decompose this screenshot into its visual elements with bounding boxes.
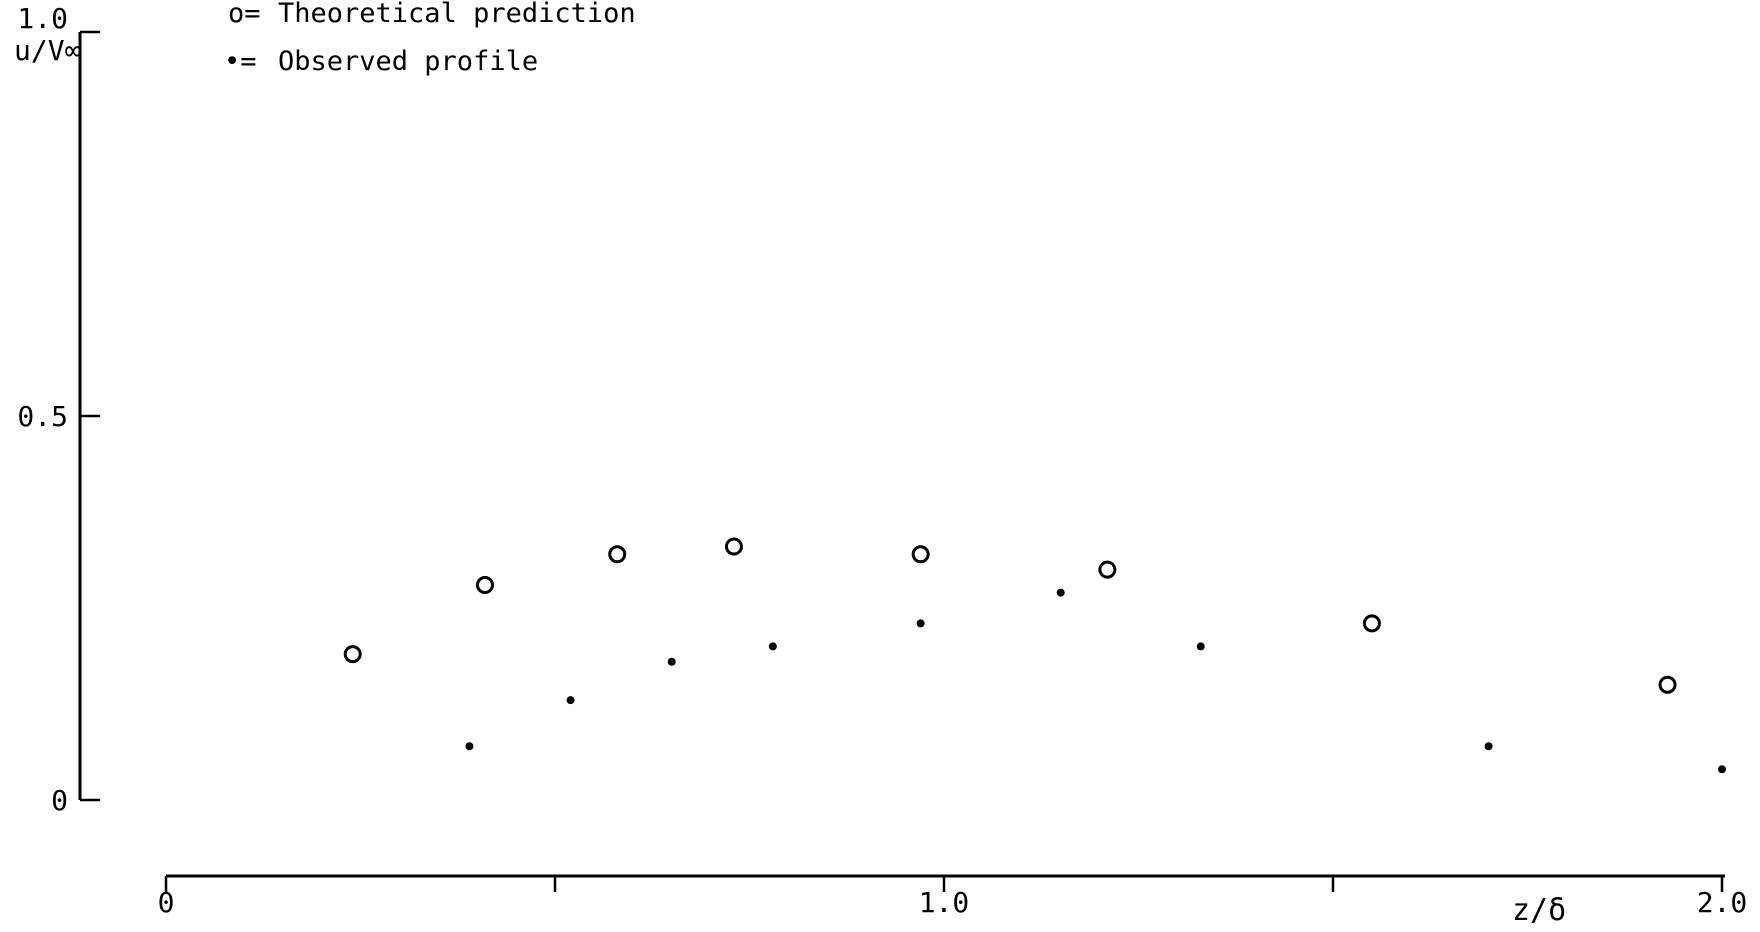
theoretical-point <box>1098 560 1117 579</box>
theoretical-point <box>475 575 494 594</box>
y-axis-label: u/V∞ <box>14 34 82 67</box>
y-tick-label: 0 <box>51 784 68 817</box>
x-tick-label: 1.0 <box>919 886 970 919</box>
theoretical-point <box>608 545 627 564</box>
legend: o= Theoretical prediction •= Observed pr… <box>224 0 636 77</box>
legend-observed-marker: •= <box>224 46 257 77</box>
legend-theoretical-marker: o= <box>228 0 261 29</box>
theoretical-point <box>911 545 930 564</box>
theoretical-point <box>343 645 362 664</box>
observed-point <box>667 657 676 666</box>
x-tick-label: 0 <box>158 886 175 919</box>
data-points <box>343 537 1726 774</box>
y-ticks: 0 0.5 1.0 <box>17 2 100 817</box>
observed-point <box>1056 588 1065 597</box>
theoretical-point <box>724 537 743 556</box>
theoretical-point <box>1362 614 1381 633</box>
observed-point <box>916 619 925 628</box>
y-tick-label: 1.0 <box>17 2 68 35</box>
x-ticks: 0 1.0 2.0 <box>158 876 1748 919</box>
observed-point <box>566 696 575 705</box>
observed-point <box>1196 642 1205 651</box>
observed-point <box>1718 765 1726 774</box>
x-axis-label: z/δ <box>1512 893 1566 928</box>
legend-observed-label: Observed profile <box>278 46 538 77</box>
observed-point <box>768 642 777 651</box>
y-tick-label: 0.5 <box>17 400 68 433</box>
theoretical-point <box>1658 675 1677 694</box>
legend-theoretical-label: Theoretical prediction <box>278 0 636 29</box>
observed-point <box>1484 742 1493 751</box>
observed-point <box>465 742 474 751</box>
x-tick-label: 2.0 <box>1697 886 1748 919</box>
